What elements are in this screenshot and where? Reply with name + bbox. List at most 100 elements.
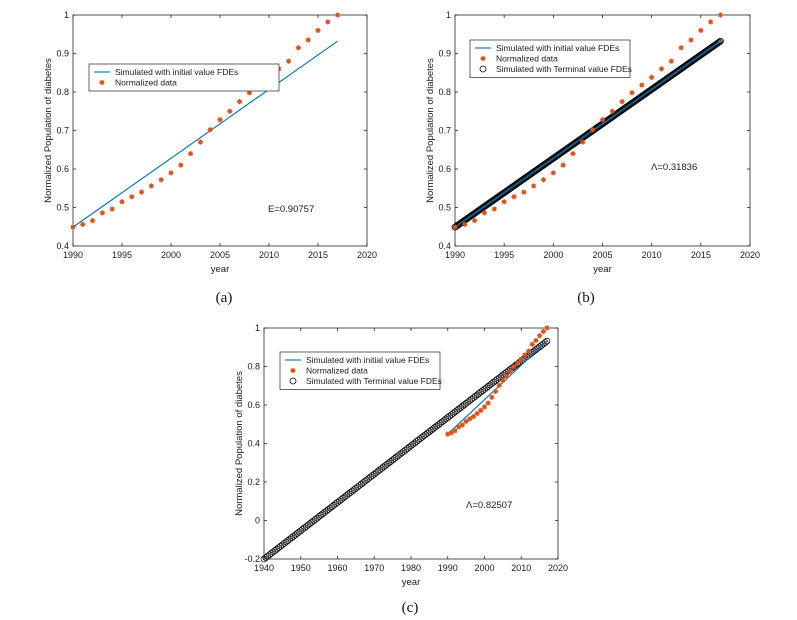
normalized-point	[560, 162, 566, 168]
legend-box	[88, 63, 280, 92]
legend-star-swatch	[99, 79, 105, 86]
legend-label: Simulated with initial value FDEs	[115, 67, 238, 77]
x-tick-label: 2010	[511, 563, 531, 573]
normalized-point	[456, 424, 462, 430]
x-tick-label: 2020	[357, 250, 377, 260]
normalized-point	[619, 99, 625, 105]
y-tick-label: 0.7	[438, 126, 451, 136]
y-tick-label: 0.6	[247, 400, 260, 410]
x-tick-label: 1940	[254, 563, 274, 573]
x-tick-label: 2005	[592, 250, 612, 260]
normalized-point	[489, 394, 495, 400]
normalized-point	[533, 337, 539, 344]
legend-label: Normalized data	[115, 78, 177, 88]
x-tick-label: 2005	[210, 250, 230, 260]
legend-box	[469, 39, 631, 78]
x-tick-label: 1995	[494, 250, 514, 260]
normalized-point	[496, 382, 502, 388]
x-tick-label: 1990	[445, 250, 465, 260]
y-tick-label: 0	[255, 516, 260, 526]
legend-star-swatch	[480, 55, 486, 62]
series-initial-line	[454, 40, 721, 228]
normalized-point	[526, 348, 532, 354]
x-tick-label: 2000	[161, 250, 181, 260]
normalized-point	[708, 19, 714, 25]
chart-panel-a: 1990 1995 2000 2005 2010 2015 2020 0.4 0.5 0.6 0.7…	[43, 10, 377, 306]
y-tick-label: -0.2	[244, 554, 260, 564]
normalized-point	[540, 177, 547, 183]
series-initial-line	[72, 40, 338, 228]
y-tick-label: 0.8	[56, 87, 69, 97]
normalized-point	[445, 431, 451, 437]
x-tick-label: 1970	[364, 563, 384, 573]
normalized-point	[478, 407, 484, 413]
normalized-point	[470, 413, 477, 420]
legend-label: Simulated with initial value FDEs	[306, 355, 429, 365]
normalized-point	[485, 400, 491, 406]
normalized-point	[609, 108, 615, 114]
normalized-point	[80, 221, 86, 228]
x-tick-label: 1990	[438, 563, 458, 573]
y-tick-label: 1	[255, 323, 260, 333]
legend-label: Normalized data	[306, 366, 368, 376]
normalized-point	[452, 428, 458, 434]
chart-panel-b: 1990 1995 2000 2005 2010 2015 2020 0.4 0.5 0.6 0.7…	[425, 10, 760, 306]
x-axis-label: year	[211, 264, 229, 275]
y-tick-label: 0.5	[438, 203, 451, 213]
normalized-point	[540, 328, 546, 335]
plot-area	[260, 325, 551, 563]
legend-box	[279, 351, 441, 390]
panel-caption: (a)	[216, 290, 233, 306]
legend-label: Simulated with Terminal value FDEs	[306, 376, 442, 386]
normalized-point	[698, 27, 704, 33]
normalized-point	[717, 12, 724, 18]
normalized-point	[649, 74, 655, 80]
normalized-point	[129, 194, 135, 200]
normalized-point	[529, 341, 535, 347]
normalized-point	[544, 325, 550, 331]
y-tick-label: 0.7	[56, 126, 69, 136]
y-tick-label: 0.4	[438, 241, 451, 251]
normalized-point	[237, 99, 243, 105]
plot-area	[70, 12, 341, 230]
normalized-point	[459, 422, 466, 428]
normalized-point	[531, 183, 537, 189]
normalized-point	[467, 416, 473, 422]
normalized-point	[325, 19, 331, 25]
normalized-point	[90, 217, 96, 224]
normalized-point	[522, 352, 528, 358]
normalized-point	[474, 410, 480, 417]
normalized-point	[119, 199, 125, 205]
normalized-point	[518, 356, 524, 362]
normalized-point	[511, 364, 517, 370]
y-tick-label: 0.6	[56, 164, 69, 174]
normalized-point	[463, 418, 469, 424]
plot-frame	[72, 14, 368, 247]
normalized-point	[168, 170, 174, 176]
x-tick-label: 2015	[308, 250, 328, 260]
y-tick-label: 0.2	[247, 477, 260, 487]
normalized-point	[246, 90, 252, 96]
metric-annotation: Λ=0.82507	[466, 500, 512, 511]
x-tick-label: 2010	[642, 250, 662, 260]
normalized-point	[491, 206, 497, 212]
panel-caption: (b)	[577, 290, 595, 306]
normalized-point	[599, 117, 606, 123]
normalized-point	[217, 117, 223, 123]
normalized-point	[570, 151, 576, 157]
legend-circle-swatch	[479, 65, 487, 73]
normalized-point	[448, 430, 455, 436]
legend: Simulated with initial value FDEsNormali…	[279, 351, 442, 390]
y-axis-label: Normalized Population of diabetes	[234, 371, 245, 516]
metric-annotation: E=0.90757	[268, 204, 314, 215]
x-tick-label: 1950	[291, 563, 311, 573]
y-tick-label: 0.4	[56, 241, 69, 251]
legend-label: Simulated with initial value FDEs	[496, 43, 619, 53]
normalized-point	[492, 388, 499, 395]
normalized-point	[580, 139, 586, 145]
normalized-point	[678, 45, 684, 51]
x-tick-label: 2000	[543, 250, 563, 260]
normalized-point	[109, 206, 115, 212]
normalized-point	[315, 27, 321, 33]
